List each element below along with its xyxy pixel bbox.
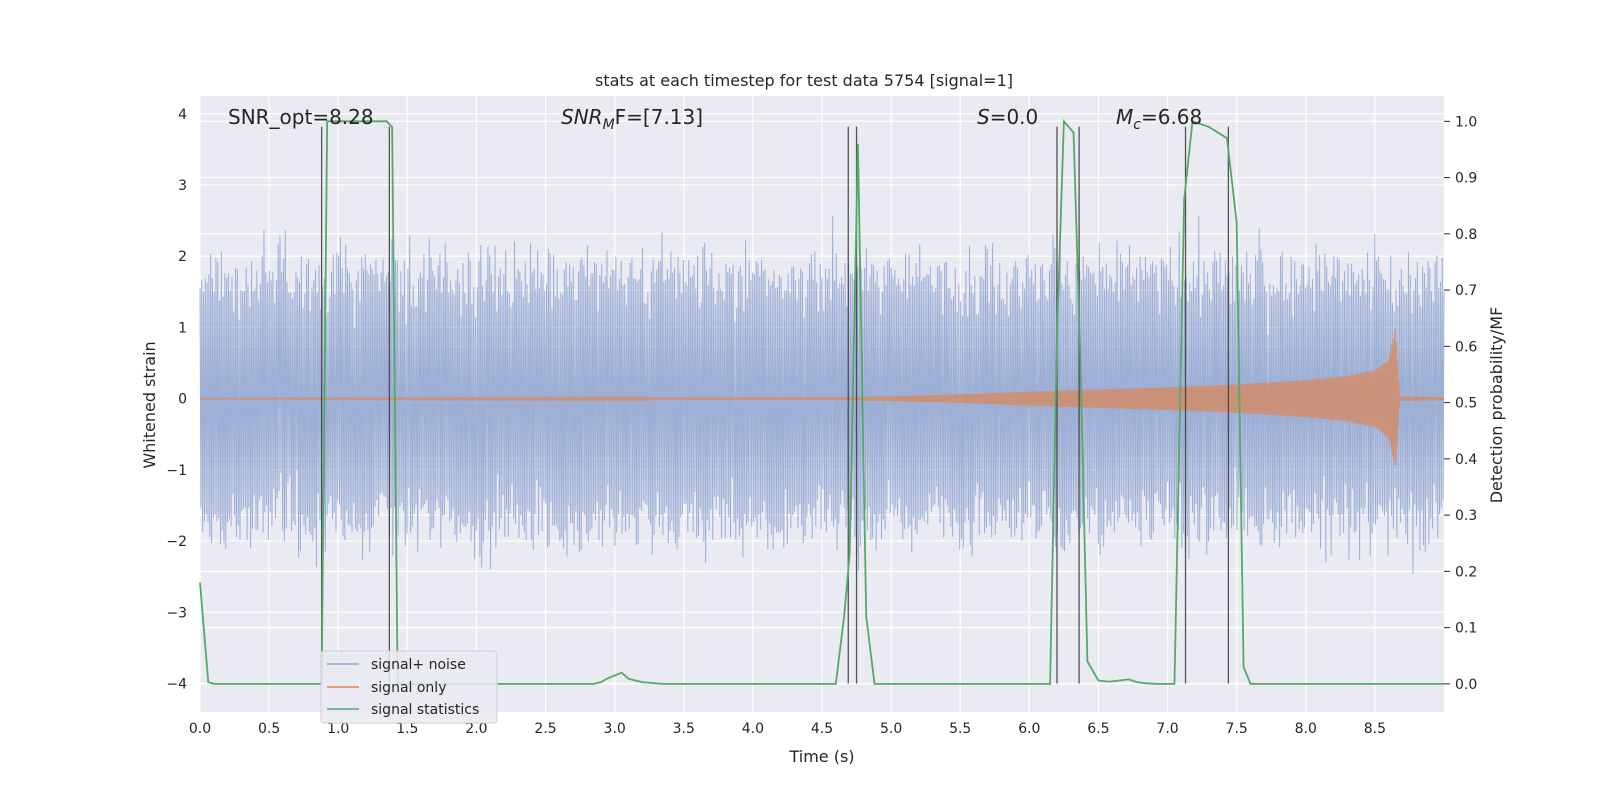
chart-title: stats at each timestep for test data 575… xyxy=(595,71,1013,90)
y-axis-left-ticks: 4 3 2 1 0 −1 −2 −3 −4 xyxy=(166,107,187,693)
annotation: S=0.0 xyxy=(977,105,1038,129)
x-tick-label: 3.5 xyxy=(673,721,695,737)
series-signal-only xyxy=(199,328,1445,467)
series-signal-statistics xyxy=(199,118,1444,685)
y-axis-right-ticks: 1.0 0.9 0.8 0.7 0.6 0.5 0.4 0.3 0.2 0.1 0.0 xyxy=(1444,114,1477,693)
y-right-tick-label: 0.9 xyxy=(1455,171,1477,187)
x-axis-ticks: 0.0 0.5 1.0 1.5 2.0 2.5 3.0 3.5 4.0 4.5 5.0 5.5 6.0 6… xyxy=(189,721,1386,737)
y-right-tick-label: 0.2 xyxy=(1455,564,1477,580)
x-tick-label: 8.5 xyxy=(1364,721,1386,737)
x-tick-label: 4.0 xyxy=(742,721,764,737)
x-tick-label: 6.0 xyxy=(1018,721,1040,737)
y-tick-label: 4 xyxy=(178,107,187,123)
signal-statistics-line xyxy=(199,118,1444,685)
annotations: SNR_opt=8.28 SNRMF=[7.13] S=0.0 Mc=6.68 xyxy=(228,105,1202,133)
legend: signal+ noise signal only signal statist… xyxy=(320,650,498,724)
y-axis-label: Whitened strain xyxy=(140,341,159,468)
x-tick-label: 7.5 xyxy=(1226,721,1248,737)
y-tick-label: 2 xyxy=(178,249,187,265)
x-tick-label: 7.0 xyxy=(1156,721,1178,737)
y-right-tick-label: 0.6 xyxy=(1455,339,1477,355)
x-tick-label: 1.0 xyxy=(327,721,349,737)
y-right-tick-label: 0.7 xyxy=(1455,283,1477,299)
y-right-tick-label: 1.0 xyxy=(1455,114,1477,130)
x-tick-label: 4.5 xyxy=(811,721,833,737)
y-right-tick-label: 0.5 xyxy=(1455,396,1477,412)
y-right-tick-label: 0.3 xyxy=(1455,508,1477,524)
x-tick-label: 3.0 xyxy=(604,721,626,737)
annotation: Mc=6.68 xyxy=(1116,105,1202,133)
y-right-tick-label: 0.8 xyxy=(1455,227,1477,243)
vertical-markers xyxy=(320,126,1230,684)
legend-label-signal-only: signal only xyxy=(371,680,446,696)
x-axis-label: Time (s) xyxy=(788,747,854,766)
annotation: SNRMF=[7.13] xyxy=(561,105,703,133)
signal-noise-line xyxy=(199,215,1445,575)
y-right-tick-label: 0.1 xyxy=(1455,621,1477,637)
y-right-tick-label: 0.0 xyxy=(1455,677,1477,693)
x-tick-label: 8.0 xyxy=(1295,721,1317,737)
annotation: SNR_opt=8.28 xyxy=(228,105,374,129)
legend-box xyxy=(320,650,498,724)
y-tick-label: −4 xyxy=(166,677,187,693)
y-tick-label: 3 xyxy=(178,178,187,194)
x-tick-label: 0.5 xyxy=(258,721,280,737)
legend-label-signal-statistics: signal statistics xyxy=(371,702,479,718)
y-tick-label: −3 xyxy=(166,605,187,621)
y-tick-label: −2 xyxy=(166,534,187,550)
y-tick-label: −1 xyxy=(166,463,187,479)
x-tick-label: 2.0 xyxy=(465,721,487,737)
y-tick-label: 1 xyxy=(178,320,187,336)
signal-only-line xyxy=(199,328,1445,467)
series-signal-noise xyxy=(199,215,1445,575)
y-right-tick-label: 0.4 xyxy=(1455,452,1477,468)
legend-label-signal-noise: signal+ noise xyxy=(371,657,466,673)
x-tick-label: 2.5 xyxy=(534,721,556,737)
x-tick-label: 0.0 xyxy=(189,721,211,737)
x-tick-label: 5.5 xyxy=(949,721,971,737)
y-axis-right-label: Detection probability/MF xyxy=(1487,307,1506,504)
x-tick-label: 5.0 xyxy=(880,721,902,737)
x-tick-label: 6.5 xyxy=(1087,721,1109,737)
y-tick-label: 0 xyxy=(178,392,187,408)
x-tick-label: 1.5 xyxy=(396,721,418,737)
